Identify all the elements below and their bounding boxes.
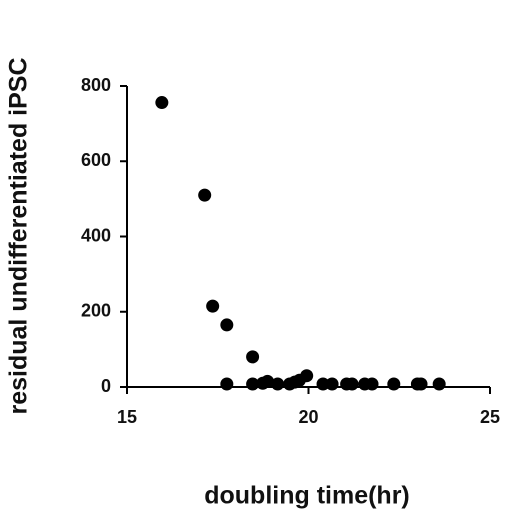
point (198, 188, 212, 202)
y-tick-label: 400 (81, 225, 111, 245)
point (220, 318, 234, 332)
point (220, 377, 234, 391)
point (246, 377, 260, 391)
y-axis-title: residual undifferentiated iPSC (5, 57, 33, 414)
point (246, 350, 260, 364)
point (365, 377, 379, 391)
x-axis-title: doubling time(hr) (204, 482, 410, 510)
point (155, 96, 169, 110)
y-tick-label: 0 (101, 376, 111, 396)
y-tick-label: 200 (81, 301, 111, 321)
point (300, 369, 314, 383)
point (345, 377, 359, 391)
y-tick-label: 800 (81, 75, 111, 95)
point (206, 299, 220, 313)
point (414, 377, 428, 391)
point (316, 377, 330, 391)
point (260, 374, 274, 388)
point (387, 377, 401, 391)
point (432, 377, 446, 391)
x-tick-label: 20 (298, 407, 318, 427)
point (271, 377, 285, 391)
x-tick-label: 25 (480, 407, 500, 427)
x-tick-label: 15 (117, 407, 137, 427)
y-tick-label: 600 (81, 150, 111, 170)
point (325, 377, 339, 391)
